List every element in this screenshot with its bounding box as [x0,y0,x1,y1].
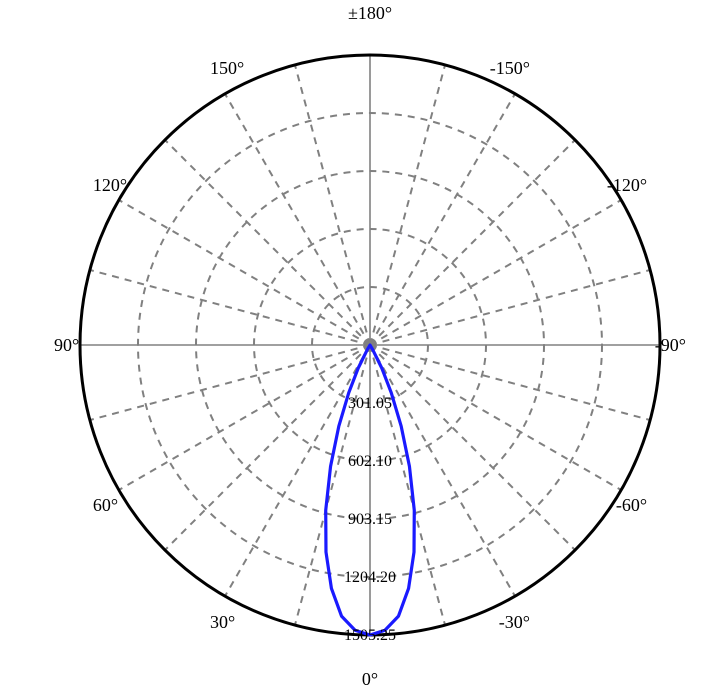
radial-tick-label: 903.15 [348,511,392,528]
angle-tick-label: ±180° [348,3,392,23]
angle-tick-label: -60° [616,495,647,515]
angle-tick-label: 120° [93,175,127,195]
radial-tick-label: 301.05 [348,395,392,412]
angle-tick-label: 60° [93,495,118,515]
angle-tick-label: -120° [607,175,647,195]
angle-tick-label: -30° [499,612,530,632]
radial-tick-label: 1505.25 [344,627,396,644]
radial-tick-label: 1204.20 [344,569,396,586]
radial-tick-label: 602.10 [348,453,392,470]
angle-tick-label: 90° [54,335,79,355]
angle-tick-label: -150° [490,58,530,78]
polar-chart-container: 301.05 602.10 903.15 1204.20 1505.25 0° 30° 60°… [0,0,725,690]
angle-tick-label: 30° [210,612,235,632]
polar-chart-svg: 301.05 602.10 903.15 1204.20 1505.25 0° 30° 60°… [0,0,725,690]
angle-tick-label: 0° [362,669,378,689]
angle-tick-label: -90° [655,335,686,355]
angle-tick-label: 150° [210,58,244,78]
